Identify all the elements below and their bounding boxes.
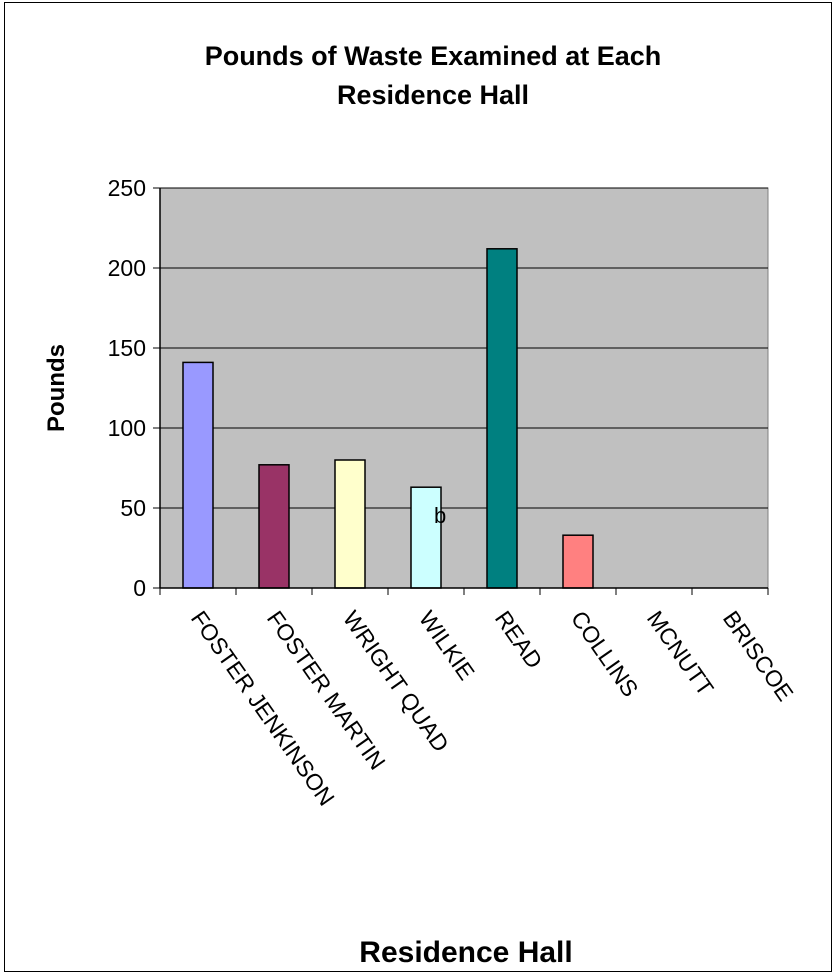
bar-collins (562, 534, 594, 589)
chart-title-line-1: Pounds of Waste Examined at Each (205, 41, 662, 71)
x-category-label: READ (490, 606, 548, 673)
annotation-label: b (434, 503, 446, 528)
x-category-label: BRISCOE (718, 606, 799, 706)
bar-wright-quad (334, 459, 366, 589)
bar-foster-jenkinson (182, 361, 214, 589)
x-category-label: WILKIE (414, 606, 480, 685)
y-tick-label: 0 (133, 575, 146, 601)
y-tick-label: 200 (108, 255, 146, 281)
bar-read (486, 248, 518, 589)
y-tick-label: 250 (108, 175, 146, 201)
plot-area (159, 187, 769, 589)
y-tick-label: 50 (120, 495, 146, 521)
y-axis-label: Pounds (43, 344, 70, 432)
x-category-label: COLLINS (566, 606, 644, 702)
bar-foster-martin (258, 464, 290, 589)
y-tick-label: 100 (108, 415, 146, 441)
x-category-label: FOSTER JENKINSON (186, 606, 340, 810)
chart-title-line-2: Residence Hall (337, 80, 529, 110)
y-tick-label: 150 (108, 335, 146, 361)
x-axis-label: Residence Hall (359, 936, 572, 969)
x-category-label: MCNUTT (642, 606, 719, 700)
